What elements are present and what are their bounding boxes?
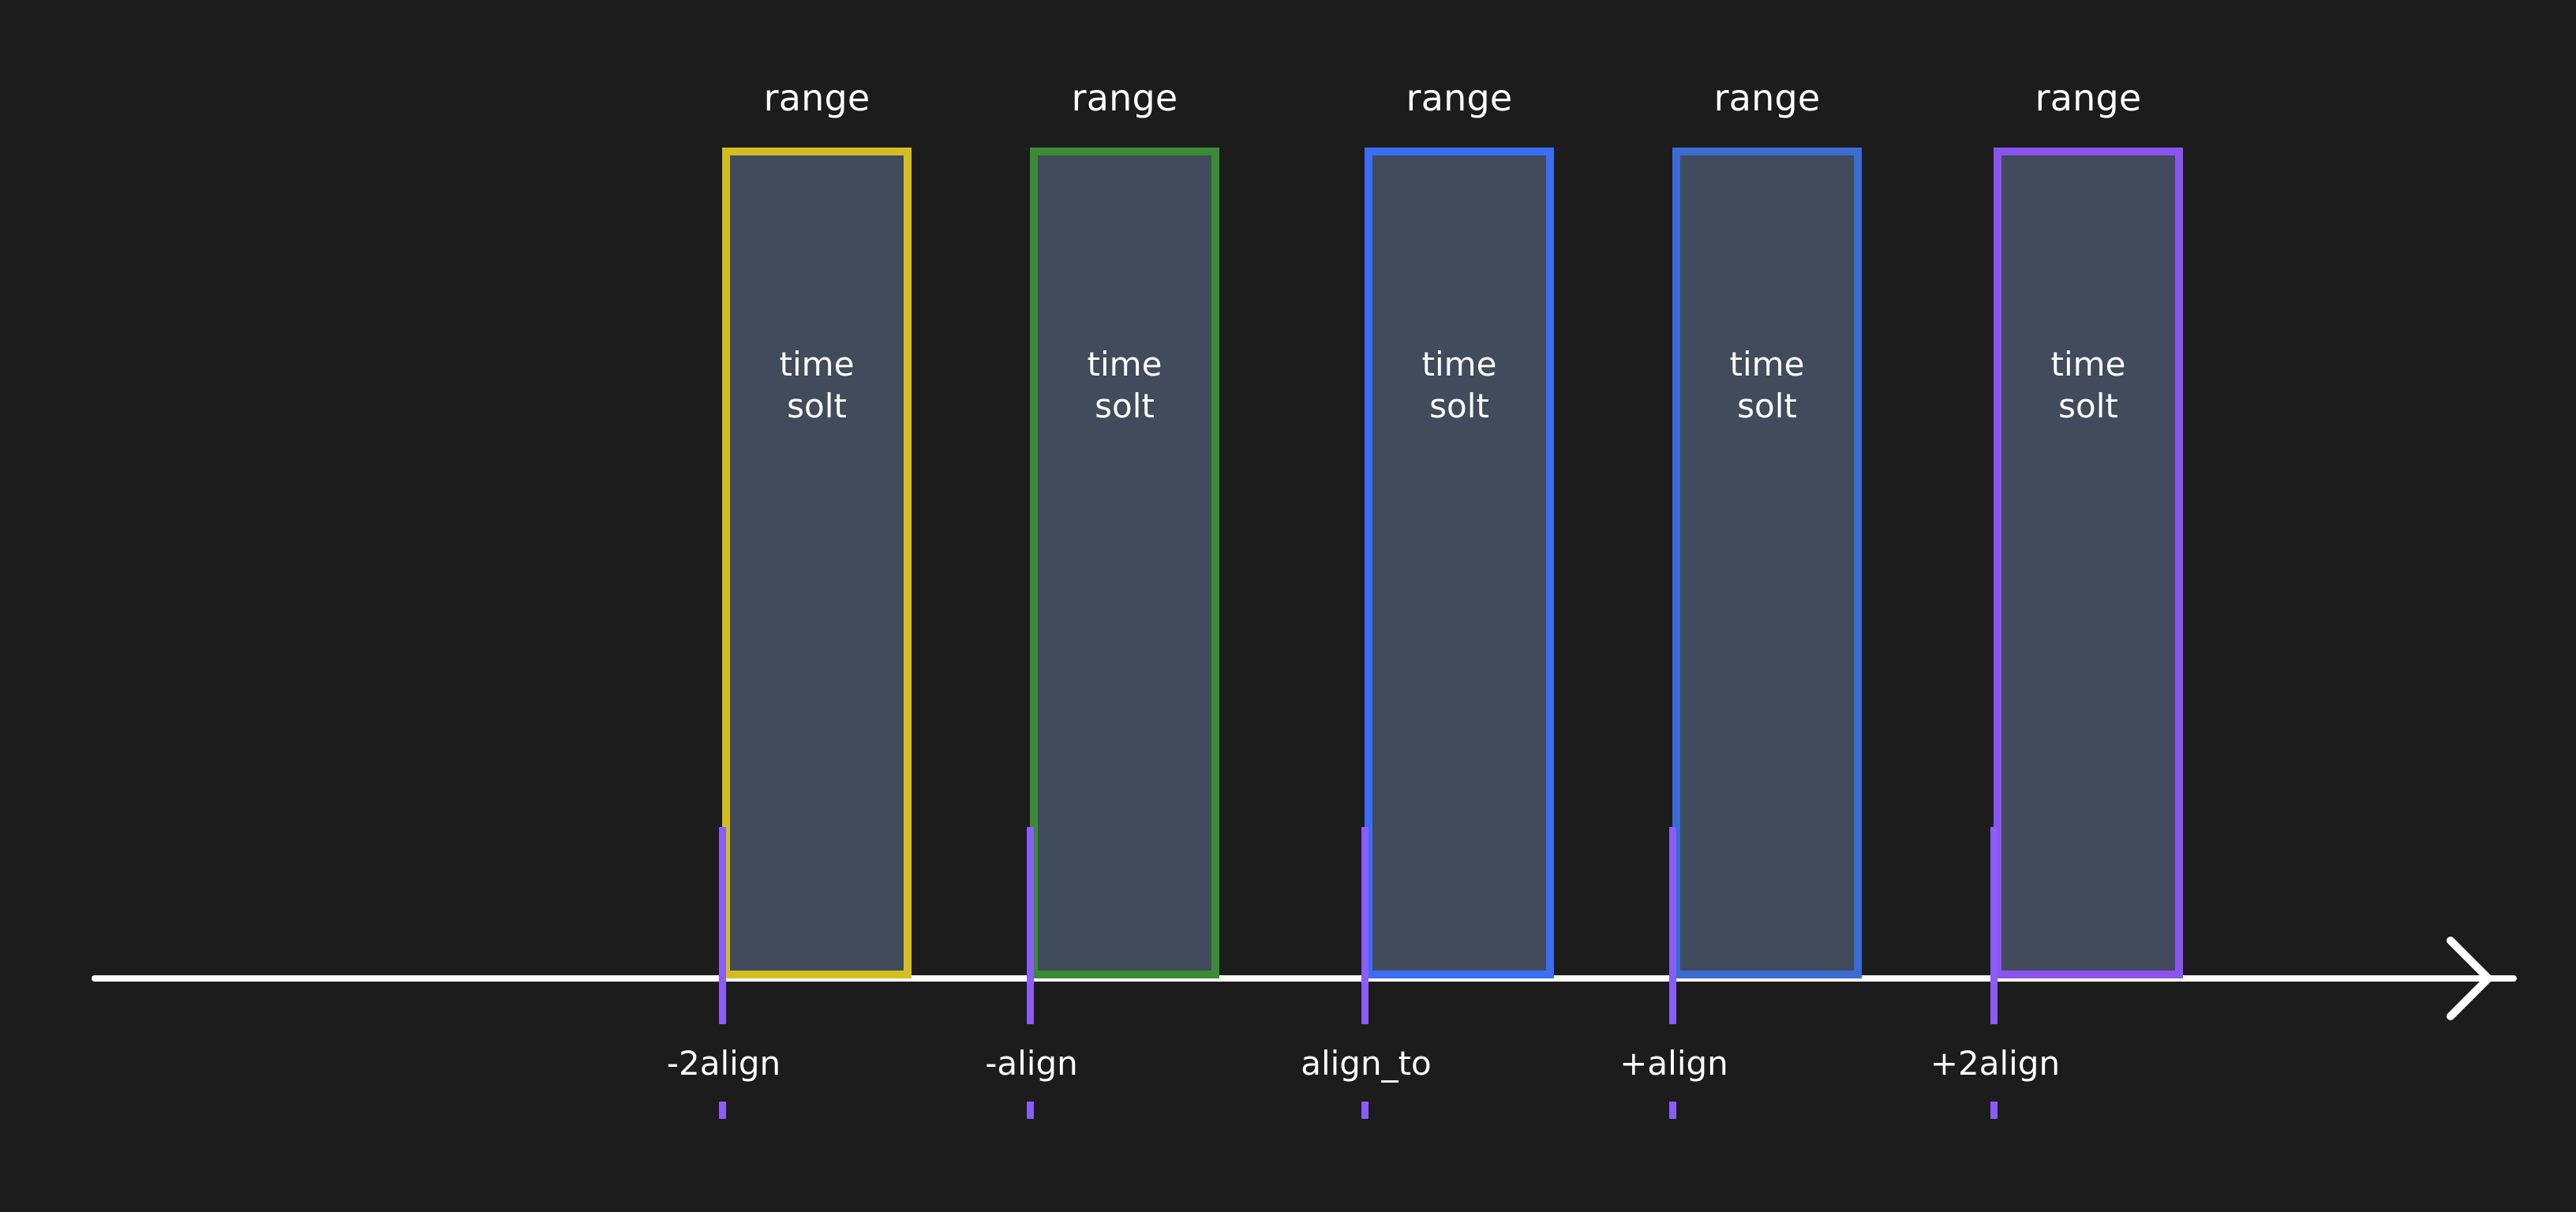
time-slot-box[interactable]: time solt (1994, 148, 2183, 978)
range-label: range (1713, 77, 1821, 119)
range-label: range (1406, 77, 1513, 119)
axis-tick-label: align_to (1301, 1044, 1432, 1083)
axis-tick-label: -align (985, 1044, 1078, 1083)
time-slot-label: time solt (1087, 345, 1163, 425)
range-label: range (763, 77, 871, 119)
axis-tick-dash (1990, 1102, 1998, 1119)
axis-tick (1669, 827, 1676, 1024)
time-slot-label: time solt (779, 345, 855, 425)
time-slot-box[interactable]: time solt (722, 148, 912, 978)
time-slot-label: time solt (1421, 345, 1497, 425)
axis-tick (719, 827, 726, 1024)
axis-tick (1361, 827, 1368, 1024)
axis-arrowhead-icon (2447, 937, 2492, 1020)
axis-tick (1990, 827, 1998, 1024)
axis-tick (1027, 827, 1034, 1024)
time-slot-box[interactable]: time solt (1365, 148, 1554, 978)
axis-tick-label: +2align (1930, 1044, 2061, 1083)
axis-tick-label: +align (1619, 1044, 1728, 1083)
axis-tick-label: -2align (666, 1044, 781, 1083)
time-slot-box[interactable]: time solt (1672, 148, 1862, 978)
time-slot-box[interactable]: time solt (1030, 148, 1219, 978)
range-label: range (1071, 77, 1178, 119)
range-label: range (2035, 77, 2142, 119)
axis-tick-dash (1027, 1102, 1034, 1119)
axis-tick-dash (719, 1102, 726, 1119)
axis-tick-dash (1361, 1102, 1368, 1119)
axis-tick-dash (1669, 1102, 1676, 1119)
time-slot-label: time solt (1729, 345, 1805, 425)
time-slot-label: time solt (2050, 345, 2126, 425)
